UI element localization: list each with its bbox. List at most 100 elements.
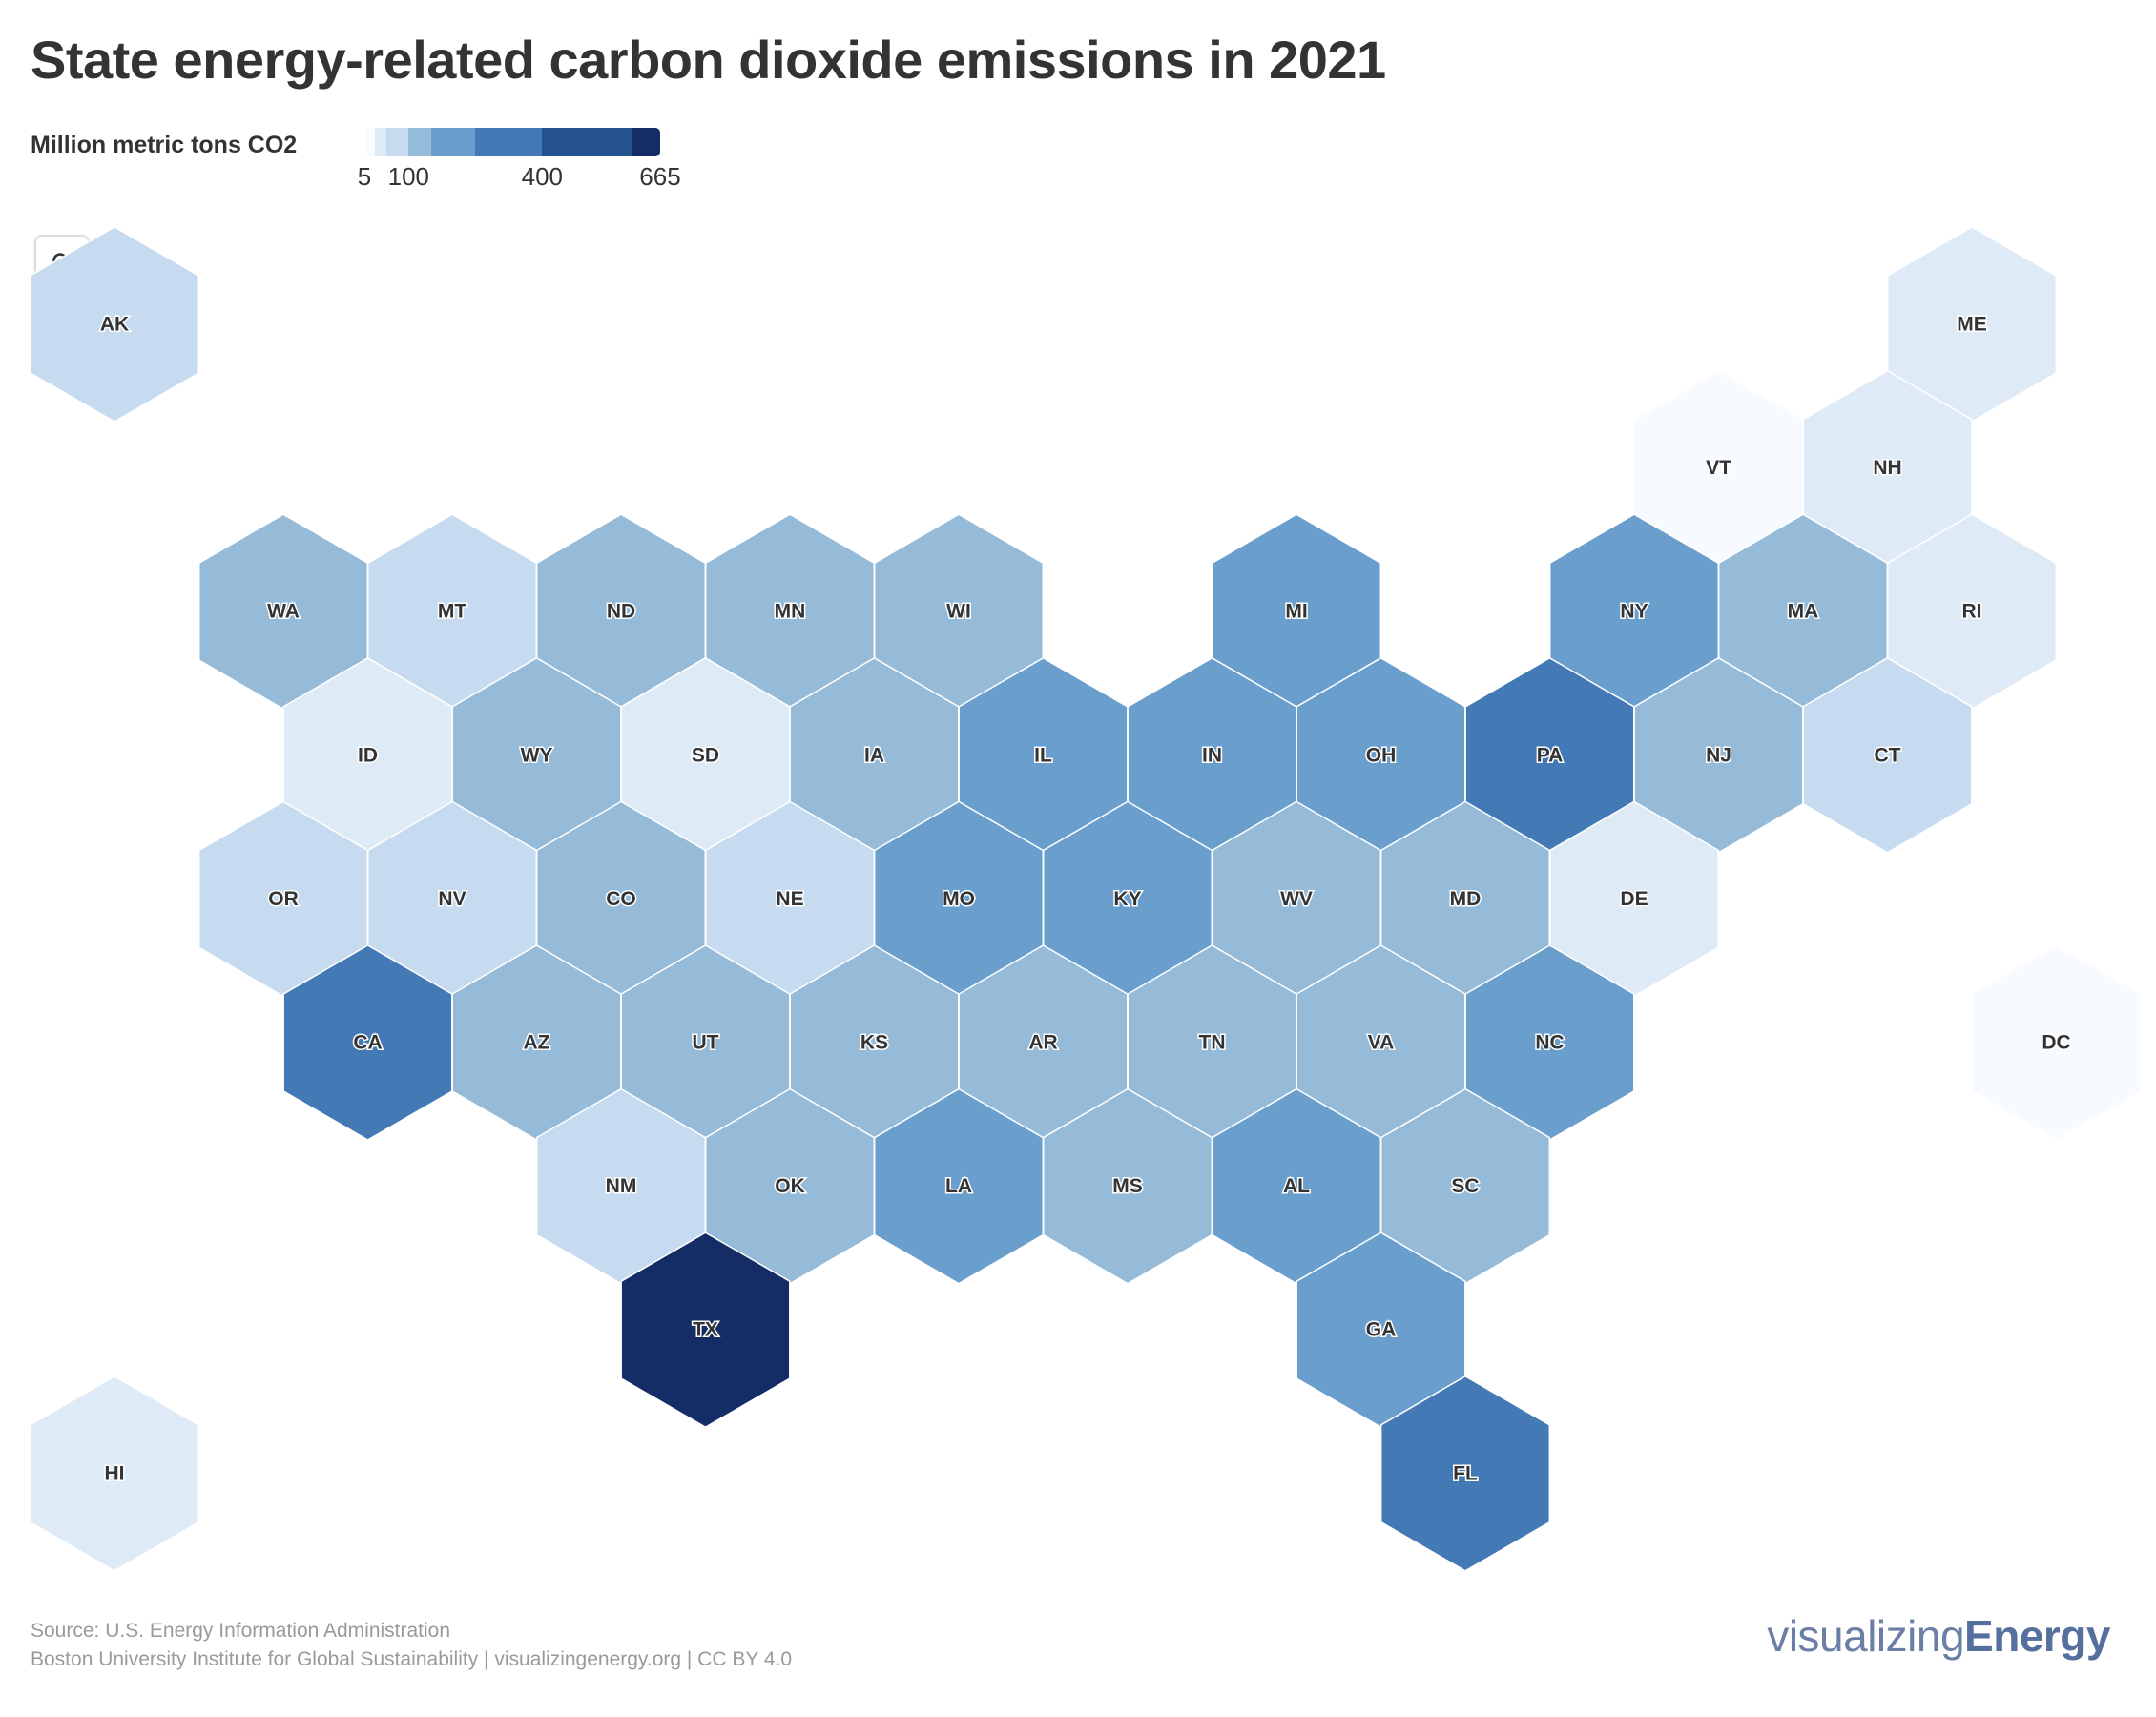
- legend-swatch: [366, 128, 376, 156]
- state-label: AR: [1028, 1032, 1057, 1054]
- state-label: WY: [521, 744, 553, 766]
- state-label: RI: [1962, 601, 1982, 623]
- color-legend-bar: [366, 128, 660, 156]
- legend-swatch: [430, 128, 476, 156]
- state-label: LA: [945, 1175, 972, 1197]
- state-label: TN: [1199, 1032, 1226, 1054]
- legend-tick-label: 5: [357, 162, 372, 191]
- legend-swatch: [385, 128, 409, 156]
- legend-swatch: [542, 128, 632, 156]
- state-label: NH: [1873, 457, 1901, 479]
- state-label: WI: [946, 601, 971, 623]
- state-hex-hi[interactable]: HI: [29, 1375, 200, 1572]
- state-label: NV: [438, 888, 466, 910]
- state-hex-tn[interactable]: TN: [1127, 944, 1297, 1141]
- state-hex-ne[interactable]: NE: [704, 800, 876, 998]
- state-label: IA: [864, 744, 884, 766]
- state-hex-shape[interactable]: [29, 1375, 200, 1572]
- state-hex-sc[interactable]: SC: [1379, 1087, 1551, 1285]
- state-label: OR: [268, 888, 299, 910]
- state-label: VA: [1368, 1032, 1395, 1054]
- state-label: IL: [1034, 744, 1052, 766]
- state-label: AZ: [524, 1032, 550, 1054]
- legend-swatch: [475, 128, 543, 156]
- state-hex-wy[interactable]: WY: [451, 656, 622, 854]
- state-label: CT: [1875, 744, 1901, 766]
- legend-swatch: [408, 128, 431, 156]
- state-hex-vt[interactable]: VT: [1633, 369, 1804, 567]
- state-hex-nv[interactable]: NV: [366, 800, 538, 998]
- state-hex-nj[interactable]: NJ: [1633, 656, 1804, 854]
- state-hex-ks[interactable]: KS: [789, 944, 960, 1141]
- state-hex-oh[interactable]: OH: [1296, 656, 1466, 854]
- legend-tick-label: 100: [387, 162, 430, 191]
- state-label: DC: [2042, 1032, 2070, 1054]
- state-hex-ak[interactable]: AK: [29, 226, 200, 423]
- state-label: CA: [353, 1032, 382, 1054]
- state-hex-ok[interactable]: OK: [704, 1087, 876, 1285]
- state-label: NE: [776, 888, 803, 910]
- state-label: NM: [606, 1175, 637, 1197]
- chart-title: State energy-related carbon dioxide emis…: [31, 30, 1386, 90]
- state-label: HI: [105, 1462, 125, 1484]
- state-label: CO: [606, 888, 636, 910]
- state-label: SC: [1451, 1175, 1479, 1197]
- state-hex-wa[interactable]: WA: [197, 513, 369, 711]
- state-label: MI: [1285, 601, 1307, 623]
- state-label: TX: [693, 1319, 718, 1341]
- state-label: GA: [1366, 1319, 1397, 1341]
- state-label: NY: [1620, 601, 1648, 623]
- state-hex-shape[interactable]: [1971, 944, 2142, 1141]
- state-hex-shape[interactable]: [29, 226, 200, 423]
- state-label: DE: [1620, 888, 1648, 910]
- state-hex-co[interactable]: CO: [535, 800, 707, 998]
- state-label: ND: [607, 601, 635, 623]
- state-hex-ma[interactable]: MA: [1717, 513, 1889, 711]
- state-hex-in[interactable]: IN: [1127, 656, 1297, 854]
- state-label: VT: [1706, 457, 1731, 479]
- credit-text: Boston University Institute for Global S…: [31, 1648, 793, 1670]
- state-hex-ca[interactable]: CA: [282, 944, 453, 1141]
- state-label: KS: [860, 1032, 888, 1054]
- state-hex-shape[interactable]: [1802, 656, 1973, 854]
- legend-swatch: [375, 128, 386, 156]
- state-hex-dc[interactable]: DC: [1971, 944, 2142, 1141]
- legend-title: Million metric tons CO2: [31, 132, 298, 158]
- credit-note: Boston University Institute for Global S…: [31, 1648, 792, 1671]
- source-note: Source: U.S. Energy Information Administ…: [31, 1620, 451, 1642]
- state-label: SD: [692, 744, 719, 766]
- state-label: MA: [1788, 601, 1819, 623]
- state-hex-mi[interactable]: MI: [1211, 513, 1382, 711]
- brand-logo-bold: Energy: [1964, 1611, 2110, 1661]
- state-hex-wv[interactable]: WV: [1211, 800, 1382, 998]
- state-hex-nm[interactable]: NM: [535, 1087, 707, 1285]
- state-label: AK: [100, 314, 129, 336]
- state-hex-ri[interactable]: RI: [1886, 513, 2058, 711]
- state-label: MS: [1112, 1175, 1143, 1197]
- state-hex-ct[interactable]: CT: [1802, 656, 1973, 854]
- state-label: NC: [1535, 1032, 1564, 1054]
- state-hex-tx[interactable]: TX: [620, 1231, 791, 1429]
- state-label: WV: [1280, 888, 1313, 910]
- state-hex-mn[interactable]: MN: [704, 513, 876, 711]
- legend-swatch: [631, 128, 660, 156]
- state-hex-id[interactable]: ID: [282, 656, 453, 854]
- state-hex-fl[interactable]: FL: [1379, 1375, 1551, 1572]
- state-label: UT: [693, 1032, 719, 1054]
- state-label: KY: [1113, 888, 1141, 910]
- state-label: PA: [1537, 744, 1564, 766]
- state-label: NJ: [1706, 744, 1731, 766]
- state-label: MD: [1450, 888, 1482, 910]
- state-label: FL: [1453, 1462, 1478, 1484]
- state-hex-nh[interactable]: NH: [1802, 369, 1973, 567]
- state-hex-shape[interactable]: [620, 1231, 791, 1429]
- state-label: MN: [775, 601, 806, 623]
- brand-logo[interactable]: visualizingEnergy: [1767, 1610, 2110, 1662]
- state-label: MT: [438, 601, 466, 623]
- state-hex-me[interactable]: ME: [1886, 226, 2058, 423]
- state-hex-de[interactable]: DE: [1548, 800, 1720, 998]
- legend-tick-label: 400: [521, 162, 564, 191]
- state-hex-ia[interactable]: IA: [789, 656, 960, 854]
- state-hex-shape[interactable]: [1379, 1375, 1551, 1572]
- state-label: WA: [267, 601, 300, 623]
